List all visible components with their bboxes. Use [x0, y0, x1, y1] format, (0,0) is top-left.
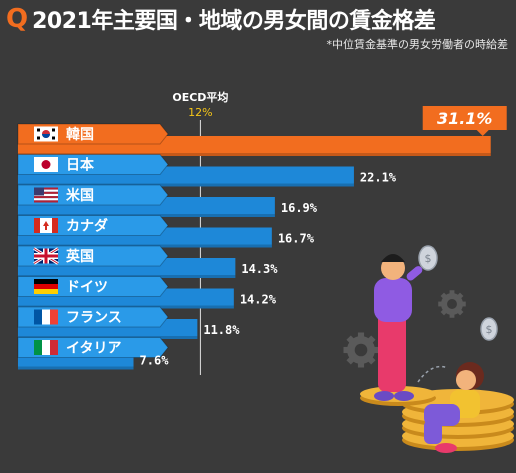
canada-flag-icon [34, 218, 58, 233]
category-label: フランス [66, 310, 122, 326]
value-label: 11.8% [203, 323, 240, 337]
illustration: $$ [343, 245, 514, 453]
value-label: 7.6% [140, 354, 170, 368]
value-label: 14.2% [240, 293, 277, 307]
oecd-value-label: 12% [188, 106, 212, 119]
category-label: ドイツ [66, 280, 108, 296]
category-label: 米国 [66, 187, 94, 204]
gear-icon [343, 332, 379, 368]
italy-flag-icon [34, 340, 58, 355]
bar-row: 米国 16.9% [17, 184, 318, 217]
bar-row: 日本 22.1% [17, 154, 397, 187]
category-label: 英国 [65, 248, 94, 265]
svg-text:$: $ [425, 252, 432, 265]
bar-row: 韓国 31.1% [17, 106, 507, 156]
svg-text:$: $ [486, 323, 493, 336]
dollar-coin-icon: $ [480, 317, 498, 341]
bar-row: カナダ 16.7% [17, 215, 315, 248]
man-worried-figure [374, 254, 423, 401]
japan-flag-icon [34, 157, 58, 172]
highlight-value-callout: 31.1% [422, 106, 507, 136]
gear-icon [438, 290, 466, 318]
value-label: 16.7% [278, 232, 315, 246]
uk-flag-icon [33, 247, 59, 265]
arrow-icon [417, 365, 449, 383]
woman-sitting-figure [424, 362, 484, 453]
bar-row: 英国 14.3% [17, 245, 278, 278]
usa-flag-icon [34, 187, 58, 203]
bar-row: フランス 11.8% [17, 306, 240, 339]
category-label: イタリア [66, 341, 121, 357]
dollar-coin-icon: $ [418, 245, 438, 271]
bar-row: イタリア 7.6% [17, 337, 170, 370]
value-label: 22.1% [360, 171, 397, 185]
title-bar: Q 2021年主要国・地域の男女間の賃金格差 [6, 2, 516, 36]
category-label: 韓国 [66, 126, 94, 143]
value-label: 14.3% [241, 262, 278, 276]
chart-subtitle: *中位賃金基準の男女労働者の時給差 [326, 38, 509, 51]
oecd-label: OECD平均 [172, 90, 228, 104]
value-label: 31.1% [437, 109, 493, 128]
france-flag-icon [34, 309, 58, 325]
category-label: カナダ [66, 218, 108, 235]
bar-row: ドイツ 14.2% [17, 276, 277, 309]
value-label: 16.9% [281, 201, 318, 215]
germany-flag-icon [34, 279, 58, 294]
chart-title: 2021年主要国・地域の男女間の賃金格差 [32, 9, 436, 34]
category-label: 日本 [66, 157, 95, 174]
q-mark: Q [6, 4, 29, 34]
korea-flag-icon [34, 126, 58, 142]
